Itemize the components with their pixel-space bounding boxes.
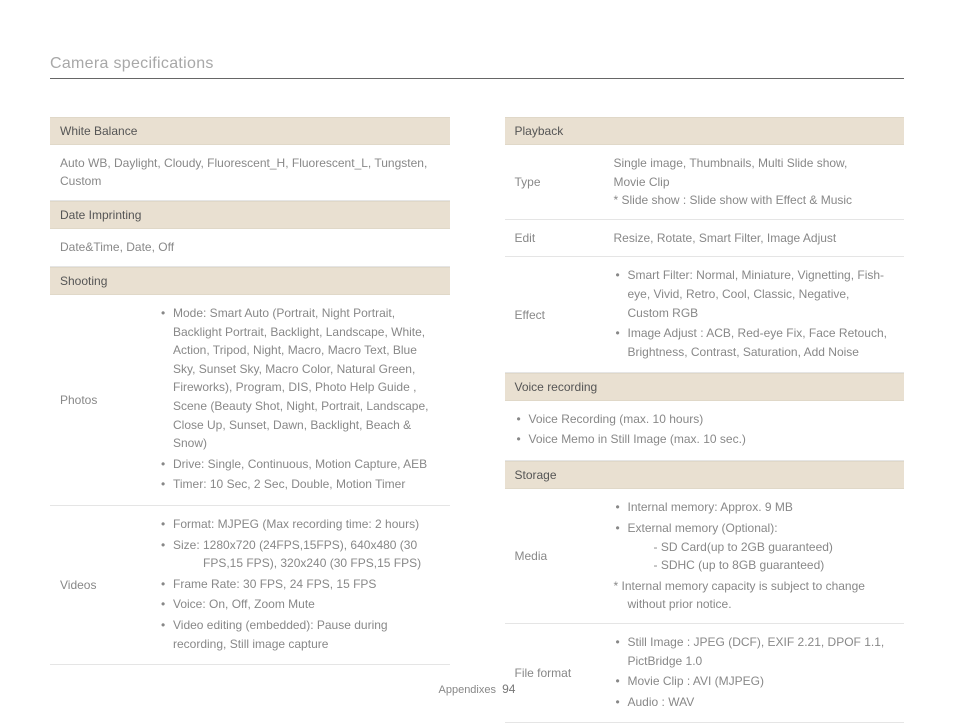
storage-media-label: Media [505,489,610,623]
voice-recording-body: Voice Recording (max. 10 hours) Voice Me… [505,401,905,461]
columns: White Balance Auto WB, Daylight, Cloudy,… [50,117,904,723]
footer-label: Appendixes [439,684,497,696]
header-date-imprinting: Date Imprinting [50,201,450,229]
videos-frame-rate: Frame Rate: 30 FPS, 24 FPS, 15 FPS [159,575,440,594]
header-playback: Playback [505,117,905,145]
page-title: Camera specifications [50,55,904,79]
media-note2: without prior notice. [614,595,895,614]
photos-label: Photos [50,295,155,505]
ff-b1: Still Image : JPEG (DCF), EXIF 2.21, DPO… [614,633,895,670]
row-playback-type: Type Single image, Thumbnails, Multi Sli… [505,145,905,220]
media-b1: Internal memory: Approx. 9 MB [614,498,895,517]
photos-drive: Drive: Single, Continuous, Motion Captur… [159,455,440,474]
media-note1: * Internal memory capacity is subject to… [614,579,865,593]
playback-type-value: Single image, Thumbnails, Multi Slide sh… [610,145,905,219]
row-photos: Photos Mode: Smart Auto (Portrait, Night… [50,295,450,506]
row-playback-edit: Edit Resize, Rotate, Smart Filter, Image… [505,220,905,258]
header-voice-recording: Voice recording [505,373,905,401]
voice-b2: Voice Memo in Still Image (max. 10 sec.) [515,430,895,448]
videos-size: Size: 1280x720 (24FPS,15FPS), 640x480 (3… [159,536,440,573]
row-playback-effect: Effect Smart Filter: Normal, Miniature, … [505,257,905,373]
right-column: Playback Type Single image, Thumbnails, … [505,117,905,723]
playback-type-l2: Movie Clip [614,175,670,189]
date-imprinting-body: Date&Time, Date, Off [50,229,450,267]
row-storage-file-format: File format Still Image : JPEG (DCF), EX… [505,624,905,723]
playback-edit-value: Resize, Rotate, Smart Filter, Image Adju… [610,220,905,257]
footer: Appendixes 94 [0,682,954,696]
white-balance-body: Auto WB, Daylight, Cloudy, Fluorescent_H… [50,145,450,201]
media-b2: External memory (Optional): - SD Card(up… [614,519,895,575]
photos-value: Mode: Smart Auto (Portrait, Night Portra… [155,295,450,505]
storage-file-format-value: Still Image : JPEG (DCF), EXIF 2.21, DPO… [610,624,905,722]
videos-size-cont: FPS,15 FPS), 320x240 (30 FPS,15 FPS) [173,554,440,573]
photos-mode: Mode: Smart Auto (Portrait, Night Portra… [159,304,440,453]
playback-type-l1: Single image, Thumbnails, Multi Slide sh… [614,156,848,170]
effect-image-adjust: Image Adjust : ACB, Red-eye Fix, Face Re… [614,324,895,361]
playback-type-label: Type [505,145,610,219]
header-storage: Storage [505,461,905,489]
header-white-balance: White Balance [50,117,450,145]
videos-size-main: Size: 1280x720 (24FPS,15FPS), 640x480 (3… [173,538,417,552]
voice-b1: Voice Recording (max. 10 hours) [515,410,895,428]
videos-label: Videos [50,506,155,664]
header-shooting: Shooting [50,267,450,295]
photos-timer: Timer: 10 Sec, 2 Sec, Double, Motion Tim… [159,475,440,494]
videos-value: Format: MJPEG (Max recording time: 2 hou… [155,506,450,664]
effect-smart-filter: Smart Filter: Normal, Miniature, Vignett… [614,266,895,322]
playback-effect-label: Effect [505,257,610,372]
row-videos: Videos Format: MJPEG (Max recording time… [50,506,450,665]
storage-file-format-label: File format [505,624,610,722]
playback-edit-label: Edit [505,220,610,257]
playback-effect-value: Smart Filter: Normal, Miniature, Vignett… [610,257,905,372]
left-column: White Balance Auto WB, Daylight, Cloudy,… [50,117,450,723]
playback-type-l3: * Slide show : Slide show with Effect & … [614,193,853,207]
videos-voice: Voice: On, Off, Zoom Mute [159,595,440,614]
videos-format: Format: MJPEG (Max recording time: 2 hou… [159,515,440,534]
media-b2-text: External memory (Optional): [628,521,778,535]
videos-editing: Video editing (embedded): Pause during r… [159,616,440,653]
media-d1: - SD Card(up to 2GB guaranteed) [628,538,895,557]
storage-media-value: Internal memory: Approx. 9 MB External m… [610,489,905,623]
row-storage-media: Media Internal memory: Approx. 9 MB Exte… [505,489,905,624]
footer-page-number: 94 [502,682,515,696]
media-d2: - SDHC (up to 8GB guaranteed) [628,556,895,575]
